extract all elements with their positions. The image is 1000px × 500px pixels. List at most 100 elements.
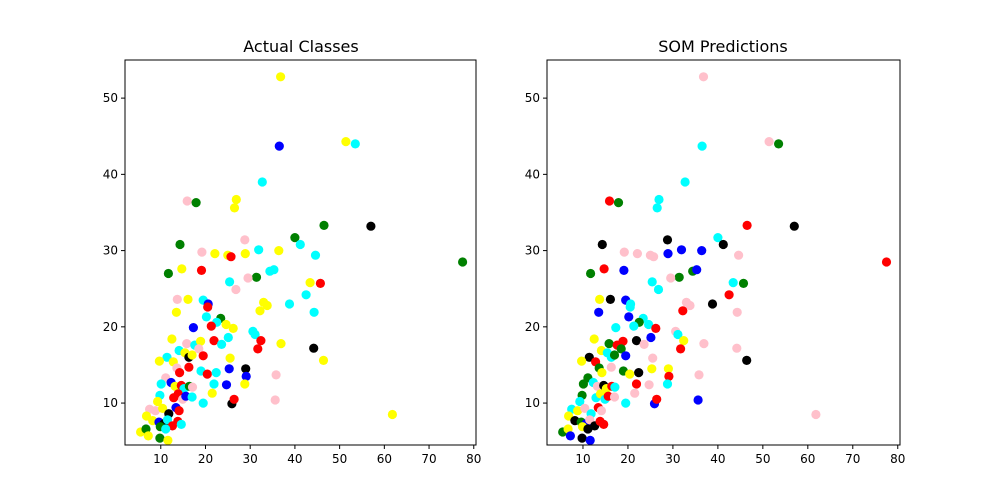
data-point [624, 312, 634, 322]
data-point [262, 300, 272, 311]
data-point [610, 382, 620, 392]
data-point [578, 379, 589, 389]
chart-title: SOM Predictions [658, 37, 787, 56]
data-point [228, 323, 238, 333]
data-point [599, 264, 609, 274]
data-point [162, 352, 172, 362]
som-predictions-panel: SOM Predictions 10 20 30 40 50 60 70 80 10 20 30 4… [525, 37, 906, 466]
data-point [171, 307, 181, 317]
data-point [732, 343, 742, 353]
x-tick-label: 40 [710, 452, 725, 466]
data-point [158, 403, 168, 413]
data-point [231, 284, 241, 295]
data-point [309, 307, 319, 317]
data-point [647, 364, 657, 374]
data-point [197, 247, 207, 257]
x-tick-label: 20 [198, 452, 213, 466]
y-tick-label: 20 [525, 320, 540, 334]
data-point [387, 409, 397, 420]
point-layer [136, 72, 468, 445]
data-point [161, 424, 171, 434]
data-point [774, 139, 784, 149]
data-point [619, 265, 629, 275]
x-tick-label: 60 [377, 452, 392, 466]
data-point [217, 339, 227, 349]
data-point [284, 299, 295, 309]
data-point [274, 141, 284, 151]
data-point [156, 379, 166, 389]
data-point [649, 252, 659, 262]
y-tick-label: 20 [103, 320, 118, 334]
data-point [191, 198, 201, 208]
data-point [175, 368, 185, 378]
data-point [673, 329, 683, 340]
data-point [586, 268, 596, 279]
data-point [187, 382, 198, 392]
data-point [707, 299, 718, 309]
data-point [225, 353, 235, 363]
data-point [240, 235, 250, 245]
data-point [663, 364, 674, 374]
data-point [577, 356, 587, 366]
data-point [597, 239, 607, 250]
y-tick-label: 30 [525, 244, 540, 258]
data-point [162, 415, 173, 425]
data-point [589, 334, 599, 344]
data-point [639, 339, 649, 349]
data-point [253, 344, 263, 354]
data-point [231, 194, 241, 205]
data-point [575, 396, 585, 407]
data-point [693, 395, 703, 405]
data-point [229, 394, 239, 404]
data-point [182, 339, 192, 349]
data-point [630, 388, 640, 398]
data-point [207, 388, 217, 398]
data-point [196, 336, 206, 346]
data-point [458, 257, 468, 267]
data-point [196, 265, 207, 275]
data-point [619, 247, 629, 257]
data-point [310, 250, 321, 260]
data-point [257, 177, 267, 187]
data-point [209, 379, 219, 389]
data-point [597, 368, 607, 378]
data-point [350, 139, 360, 149]
x-tick-label: 80 [890, 452, 905, 466]
data-point [680, 177, 690, 187]
data-point [697, 141, 707, 151]
data-point [240, 249, 250, 259]
data-point [616, 344, 626, 354]
data-point [187, 392, 197, 402]
y-axis: 10 20 30 40 50 [525, 91, 547, 410]
data-point [194, 344, 204, 354]
data-point [584, 352, 594, 362]
data-point [654, 194, 664, 205]
data-point [724, 290, 734, 300]
data-point [175, 239, 185, 250]
y-tick-label: 50 [103, 91, 118, 105]
data-point [742, 355, 752, 365]
data-point [764, 137, 774, 147]
x-tick-label: 20 [620, 452, 635, 466]
data-point [250, 329, 260, 340]
data-point [188, 323, 198, 333]
data-point [606, 362, 616, 372]
data-point [274, 246, 284, 256]
data-point [651, 323, 661, 333]
data-point [699, 339, 709, 349]
data-point [631, 336, 642, 346]
data-point [594, 307, 604, 317]
data-point [176, 419, 186, 429]
data-point [609, 350, 620, 360]
x-tick-label: 50 [332, 452, 347, 466]
data-point [644, 380, 654, 390]
data-point [631, 379, 642, 389]
data-point [662, 379, 673, 389]
data-point [664, 371, 674, 381]
y-tick-label: 40 [103, 167, 118, 181]
data-point [255, 306, 265, 316]
data-point [573, 406, 583, 416]
data-point [583, 424, 593, 434]
data-point [611, 323, 621, 333]
x-tick-label: 70 [845, 452, 860, 466]
